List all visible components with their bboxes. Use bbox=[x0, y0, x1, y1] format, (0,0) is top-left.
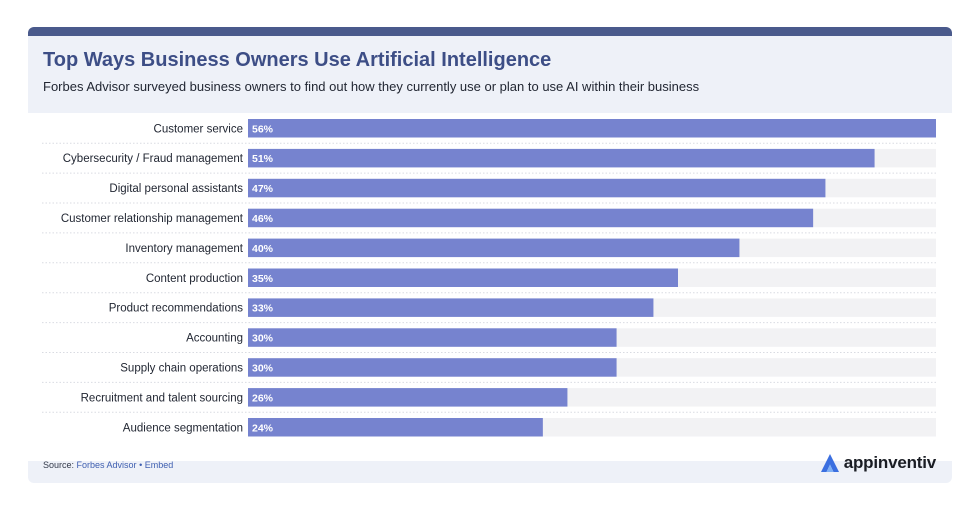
source-separator: • bbox=[136, 460, 145, 470]
value-label: 56% bbox=[252, 123, 274, 135]
category-label: Product recommendations bbox=[109, 303, 243, 315]
value-label: 46% bbox=[252, 213, 274, 225]
value-label: 47% bbox=[252, 183, 274, 195]
chart-card: Top Ways Business Owners Use Artificial … bbox=[28, 27, 952, 483]
bar-7 bbox=[248, 328, 617, 347]
bar-8 bbox=[248, 358, 617, 377]
bar-5 bbox=[248, 268, 678, 287]
bar-10 bbox=[248, 418, 543, 437]
appinventiv-logo-icon bbox=[820, 454, 839, 472]
category-label: Accounting bbox=[186, 333, 243, 345]
value-label: 30% bbox=[252, 333, 274, 345]
source-link[interactable]: Forbes Advisor bbox=[76, 460, 137, 470]
value-label: 30% bbox=[252, 362, 274, 374]
category-label: Supply chain operations bbox=[120, 362, 243, 374]
category-label: Cybersecurity / Fraud management bbox=[63, 153, 244, 165]
bar-6 bbox=[248, 298, 654, 317]
value-label: 33% bbox=[252, 303, 274, 315]
bar-1 bbox=[248, 148, 875, 168]
category-label: Inventory management bbox=[125, 243, 243, 255]
category-label: Recruitment and talent sourcing bbox=[81, 392, 243, 404]
bar-3 bbox=[248, 208, 814, 228]
source-prefix: Source: bbox=[43, 460, 77, 470]
value-label: 40% bbox=[252, 243, 274, 255]
brand-name: appinventiv bbox=[843, 453, 936, 472]
chart-plot-area: Customer service 56% Cybersecurity / Fraud… bbox=[28, 113, 952, 461]
embed-link[interactable]: Embed bbox=[144, 460, 174, 470]
category-label: Customer relationship management bbox=[61, 213, 244, 225]
brand-logo[interactable]: appinventiv bbox=[819, 452, 936, 474]
bar-9 bbox=[248, 388, 568, 407]
category-label: Audience segmentation bbox=[123, 422, 243, 434]
bar-0 bbox=[248, 119, 936, 138]
category-label: Customer service bbox=[154, 123, 243, 135]
source-line: Source: Forbes Advisor • Embed bbox=[43, 460, 173, 470]
chart-subtitle: Forbes Advisor surveyed business owners … bbox=[43, 79, 700, 94]
bar-chart: Customer service 56% Cybersecurity / Fraud… bbox=[42, 119, 936, 437]
chart-title: Top Ways Business Owners Use Artificial … bbox=[43, 49, 552, 71]
bar-2 bbox=[248, 178, 826, 198]
value-label: 26% bbox=[252, 392, 274, 404]
value-label: 24% bbox=[252, 422, 274, 434]
category-label: Digital personal assistants bbox=[109, 183, 243, 195]
value-label: 35% bbox=[252, 273, 274, 285]
card-accent-bar bbox=[28, 27, 952, 36]
bar-4 bbox=[248, 238, 740, 258]
value-label: 51% bbox=[252, 153, 274, 165]
category-label: Content production bbox=[146, 273, 243, 285]
